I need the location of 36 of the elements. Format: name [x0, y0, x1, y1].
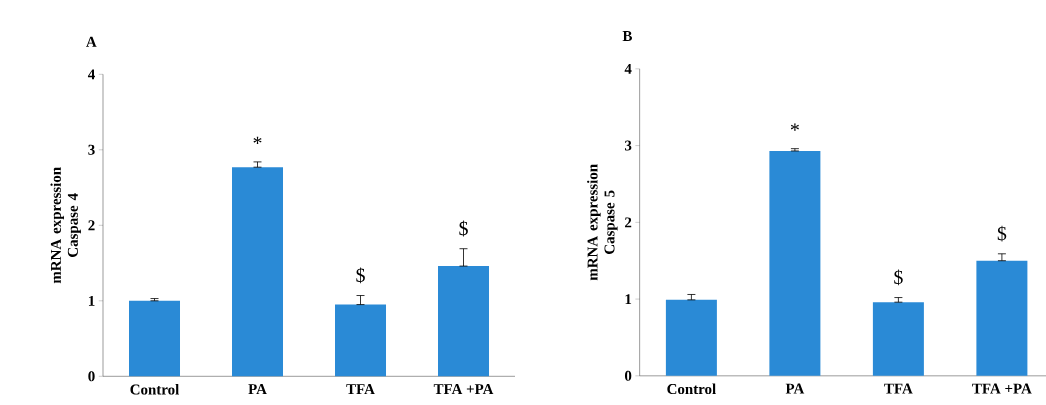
y-tick-label: 1 [625, 294, 632, 305]
bar [129, 300, 181, 377]
y-tick-label: 2 [625, 217, 632, 228]
y-tick-label: 0 [624, 370, 632, 381]
y-axis-title: mRNA expression Caspase 4 [50, 167, 81, 284]
x-tick-label: TFA [346, 384, 375, 394]
bar [872, 302, 924, 376]
bar [976, 260, 1028, 376]
y-tick-label: 3 [624, 140, 632, 151]
bar [665, 299, 717, 376]
x-tick-label: TFA [884, 383, 913, 394]
bar [769, 150, 821, 376]
data-label: $ [459, 220, 468, 237]
y-tick-label: 1 [88, 295, 95, 306]
y-tick-label: 2 [88, 220, 95, 231]
x-tick-label: PA [785, 383, 805, 394]
chart-title: A [86, 36, 97, 47]
data-label: * [253, 136, 262, 144]
x-tick-label: Control [130, 384, 180, 395]
y-tick-label: 0 [88, 371, 95, 382]
bar [335, 304, 387, 377]
x-tick-label: PA [248, 384, 267, 394]
data-label: $ [356, 267, 365, 284]
data-label: $ [997, 225, 1007, 242]
bar [232, 167, 284, 377]
x-tick-label: Control [667, 383, 716, 395]
x-tick-label: TFA +PA [433, 384, 494, 394]
y-tick-label: 3 [88, 144, 95, 155]
bar [438, 266, 490, 377]
chart-title: B [622, 31, 633, 41]
x-tick-label: TFA +PA [972, 383, 1032, 394]
data-label: $ [894, 269, 903, 286]
y-tick-label: 4 [87, 69, 95, 80]
y-axis-title: mRNA expression Caspase 5 [587, 164, 618, 281]
y-tick-label: 4 [624, 63, 632, 74]
data-label: * [790, 123, 799, 131]
